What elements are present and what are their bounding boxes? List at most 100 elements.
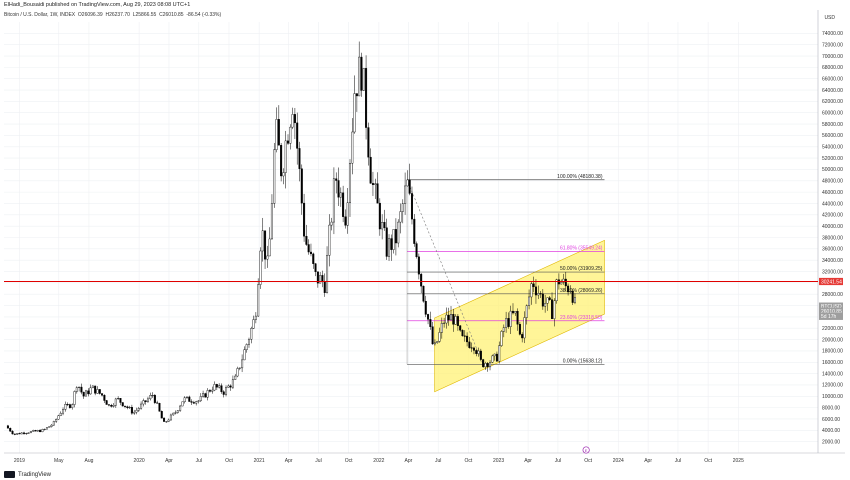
candle	[293, 107, 296, 140]
price-tick-label: 16000.00	[822, 360, 843, 366]
candle-body	[479, 350, 482, 360]
candle	[342, 185, 345, 223]
candle-body	[316, 271, 319, 284]
candle-body	[415, 243, 418, 258]
candle	[358, 41, 361, 97]
candle	[307, 239, 310, 255]
time-tick-label: Oct	[465, 458, 473, 464]
candle-body	[133, 411, 136, 414]
price-tag-label: BTCUSD	[821, 304, 842, 310]
candle-body	[50, 424, 53, 427]
candle-body	[29, 431, 32, 434]
price-tick-label: 54000.00	[822, 145, 843, 151]
candle	[126, 405, 129, 410]
candle	[284, 130, 287, 189]
candle-body	[489, 362, 492, 368]
candle-body	[238, 367, 241, 369]
candle-body	[48, 426, 51, 428]
candle-body	[450, 314, 453, 321]
candle-body	[181, 401, 184, 407]
candle-body	[179, 405, 182, 411]
candle	[447, 307, 450, 326]
candle	[277, 105, 280, 146]
candle-body	[500, 331, 503, 346]
candle-body	[84, 390, 87, 397]
candle-body	[124, 405, 127, 407]
candle-body	[433, 342, 436, 345]
candle-body	[114, 398, 117, 406]
candle-body	[137, 408, 140, 411]
price-tick-label: 44000.00	[822, 201, 843, 207]
time-tick-label: 2025	[733, 458, 744, 464]
time-tick-label: Jul	[675, 458, 681, 464]
candle-body	[498, 345, 501, 362]
candle	[351, 118, 354, 175]
candle-body	[261, 230, 264, 252]
candle	[507, 312, 510, 329]
candle-body	[204, 393, 207, 398]
fib-level-label: 100.00% (48180.38)	[557, 174, 603, 180]
candle	[303, 193, 306, 242]
candle-body	[539, 293, 542, 295]
candle	[98, 389, 101, 395]
candle	[247, 337, 250, 348]
candle	[493, 353, 496, 361]
candle	[107, 404, 110, 407]
candle-body	[388, 238, 391, 257]
candle-body	[339, 192, 342, 198]
candle	[544, 294, 547, 313]
footer: TradingView	[4, 471, 51, 478]
candle	[348, 159, 352, 217]
time-tick-label: Jul	[315, 458, 321, 464]
candle	[137, 406, 140, 412]
candle-body	[284, 140, 287, 173]
candle-body	[309, 251, 312, 255]
candle	[282, 168, 285, 185]
candle	[188, 395, 191, 402]
candle	[80, 383, 83, 395]
candle-body	[360, 56, 363, 91]
price-tick-label: 36000.00	[822, 247, 843, 253]
candle	[424, 295, 427, 318]
candle-body	[80, 386, 83, 393]
candle-body	[98, 389, 101, 394]
candle-body	[342, 192, 345, 217]
candle	[528, 289, 531, 310]
price-tick-label: 8000.00	[822, 405, 840, 411]
candle	[431, 321, 434, 345]
candle-body	[332, 178, 335, 223]
candle-body	[348, 163, 352, 203]
candle-body	[287, 140, 290, 144]
candle-body	[406, 179, 409, 187]
candle-body	[344, 216, 347, 226]
candle	[362, 68, 365, 91]
candle-body	[62, 409, 65, 414]
time-tick-label: 2021	[254, 458, 265, 464]
candle-body	[410, 193, 413, 220]
time-tick-label: 2022	[373, 458, 384, 464]
candle-body	[94, 385, 97, 394]
parallel-channel	[434, 239, 605, 393]
candle-body	[270, 203, 273, 240]
candle	[326, 246, 329, 294]
candle	[296, 112, 299, 165]
fib-level-label: 50.00% (31909.25)	[560, 266, 603, 272]
candle	[29, 431, 32, 434]
candle-body	[75, 387, 78, 392]
candle	[355, 93, 358, 112]
candle-body	[101, 393, 104, 396]
candle-body	[146, 398, 149, 402]
candle	[41, 428, 44, 433]
candle	[268, 227, 271, 257]
candle-body	[144, 400, 147, 402]
candle	[84, 389, 87, 397]
candle-body	[64, 404, 67, 410]
candle-body	[202, 393, 205, 397]
candle-body	[573, 297, 576, 303]
candle	[454, 314, 457, 325]
candle	[160, 410, 163, 419]
candle-body	[264, 230, 267, 260]
candle	[91, 385, 94, 389]
candle	[486, 362, 489, 372]
